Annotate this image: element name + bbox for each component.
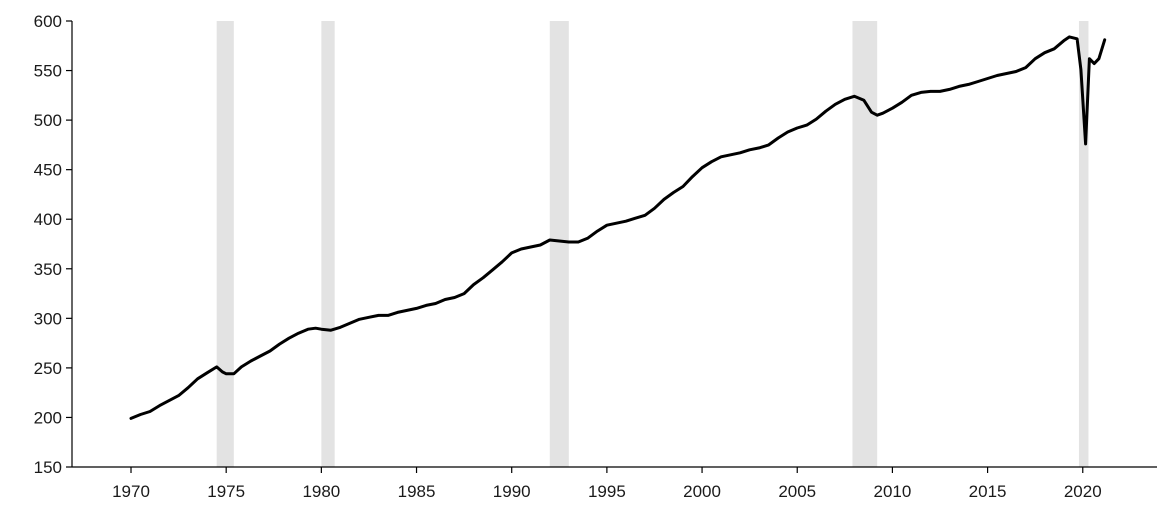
x-tick-label: 2010 [873,482,911,501]
x-tick-label: 2000 [683,482,721,501]
x-tick-label: 2020 [1064,482,1102,501]
x-tick-label: 2005 [778,482,816,501]
y-tick-label: 200 [34,408,62,427]
x-axis-ticks: 1970 1975 1980 1985 1990 1995 2000 2005 2010 2015… [112,467,1102,501]
x-tick-label: 2015 [969,482,1007,501]
y-tick-label: 400 [34,210,62,229]
chart-axes [71,21,1157,468]
y-tick-label: 500 [34,111,62,130]
x-tick-label: 1980 [302,482,340,501]
x-tick-label: 1995 [588,482,626,501]
recession-band [1078,21,1089,467]
y-axis-ticks: 150 200 250 300 350 400 450 500 550 600 [34,12,72,477]
recession-band [549,21,569,467]
y-tick-label: 600 [34,12,62,31]
y-tick-label: 150 [34,458,62,477]
x-tick-label: 1990 [493,482,531,501]
series-line [129,35,1107,420]
y-tick-label: 300 [34,309,62,328]
x-tick-label: 1970 [112,482,150,501]
recession-band [852,21,878,467]
recession-bands [216,21,1089,467]
y-tick-label: 250 [34,359,62,378]
x-tick-label: 1975 [207,482,245,501]
recession-band [216,21,234,467]
y-tick-label: 350 [34,260,62,279]
series-lines [129,35,1107,420]
y-tick-label: 450 [34,161,62,180]
x-tick-label: 1985 [398,482,436,501]
y-tick-label: 550 [34,62,62,81]
recession-band [321,21,335,467]
